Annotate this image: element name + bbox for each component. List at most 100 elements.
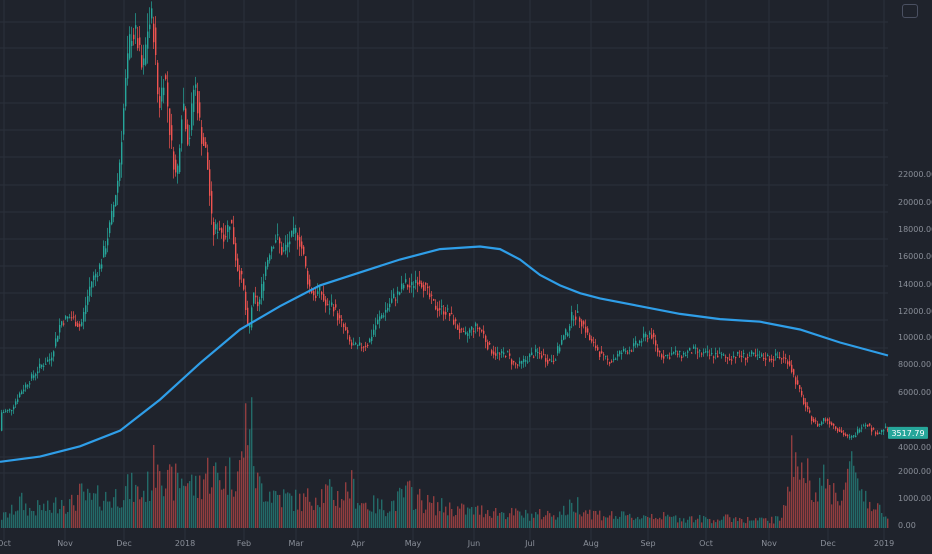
volume-bar	[413, 509, 415, 528]
candle-body	[411, 282, 413, 286]
candle-body	[549, 359, 551, 361]
candle-body	[695, 347, 697, 349]
volume-bar	[65, 513, 67, 528]
volume-bar	[177, 472, 179, 528]
volume-bar	[619, 516, 621, 528]
candle-body	[289, 241, 291, 245]
volume-bar	[719, 520, 721, 528]
candle-body	[77, 323, 79, 327]
candle-body	[563, 335, 565, 340]
moving-average-line	[0, 245, 889, 463]
candle-body	[449, 313, 451, 317]
volume-bar	[863, 501, 865, 528]
volume-bar	[777, 516, 779, 528]
volume-bar	[755, 518, 757, 528]
candle-body	[673, 352, 675, 354]
volume-bar	[127, 474, 129, 528]
candle-body	[783, 357, 785, 359]
volume-bar	[81, 483, 83, 528]
candle-body	[39, 363, 41, 369]
volume-bar	[475, 506, 477, 528]
candle-body	[203, 137, 205, 146]
candle-body	[387, 307, 389, 311]
candle-body	[263, 281, 265, 291]
candle-body	[327, 304, 329, 306]
volume-bar	[459, 508, 461, 528]
candle-body	[587, 328, 589, 333]
volume-bar	[665, 516, 667, 528]
candle-body	[93, 275, 95, 281]
candle-body	[655, 340, 657, 346]
chart-settings-button[interactable]	[902, 4, 918, 18]
volume-bar	[629, 513, 631, 528]
candle-body	[573, 319, 575, 321]
volume-bar	[167, 469, 169, 528]
volume-bar	[107, 501, 109, 528]
candle-body	[419, 280, 421, 285]
volume-bar	[431, 503, 433, 528]
volume-bar	[399, 487, 401, 528]
candle-body	[883, 430, 885, 432]
candle-body	[113, 204, 115, 218]
volume-bar	[201, 499, 203, 528]
candle-body	[221, 228, 223, 233]
x-axis-tick-label: Apr	[351, 539, 366, 548]
candle-body	[265, 266, 267, 277]
candle-body	[73, 316, 75, 318]
candle-body	[697, 351, 699, 353]
candle-body	[345, 326, 347, 331]
candle-body	[457, 325, 459, 330]
candle-body	[131, 41, 133, 47]
volume-bar	[849, 461, 851, 528]
candle-body	[547, 360, 549, 364]
candle-body	[185, 108, 187, 130]
volume-bar	[829, 484, 831, 528]
candle-body	[429, 293, 431, 298]
volume-bar	[313, 510, 315, 528]
candle-body	[15, 401, 17, 405]
volume-bar	[873, 509, 875, 528]
volume-bar	[801, 462, 803, 528]
candle-body	[7, 409, 9, 411]
volume-bar	[651, 513, 653, 528]
candle-body	[447, 308, 449, 310]
candle-body	[641, 341, 643, 343]
volume-bar	[615, 516, 617, 528]
volume-bar	[663, 512, 665, 528]
volume-bar	[547, 510, 549, 528]
volume-bar	[105, 491, 107, 528]
volume-bar	[133, 501, 135, 528]
candle-body	[589, 334, 591, 340]
candle-body	[727, 357, 729, 359]
candle-body	[471, 326, 473, 330]
candle-body	[455, 319, 457, 322]
volume-bar	[817, 501, 819, 528]
candle-body	[853, 435, 855, 437]
volume-bar	[825, 488, 827, 528]
candle-body	[1, 412, 3, 431]
volume-bar	[401, 489, 403, 528]
volume-bar	[793, 476, 795, 528]
volume-bar	[247, 445, 249, 528]
candle-body	[389, 303, 391, 308]
candle-body	[491, 350, 493, 354]
volume-bar	[145, 501, 147, 528]
candle-body	[777, 356, 779, 358]
volume-bar	[249, 429, 251, 528]
candle-body	[87, 296, 89, 305]
volume-bar	[751, 520, 753, 528]
candle-body	[509, 353, 511, 356]
volume-bar	[785, 505, 787, 528]
candle-body	[709, 354, 711, 356]
candle-body	[597, 347, 599, 351]
candle-body	[245, 291, 247, 310]
volume-bar	[149, 500, 151, 528]
candle-body	[413, 286, 415, 288]
last-price-badge	[888, 426, 928, 439]
candle-body	[343, 323, 345, 328]
volume-bar	[855, 472, 857, 528]
candle-body	[685, 354, 687, 356]
candle-body	[615, 358, 617, 360]
